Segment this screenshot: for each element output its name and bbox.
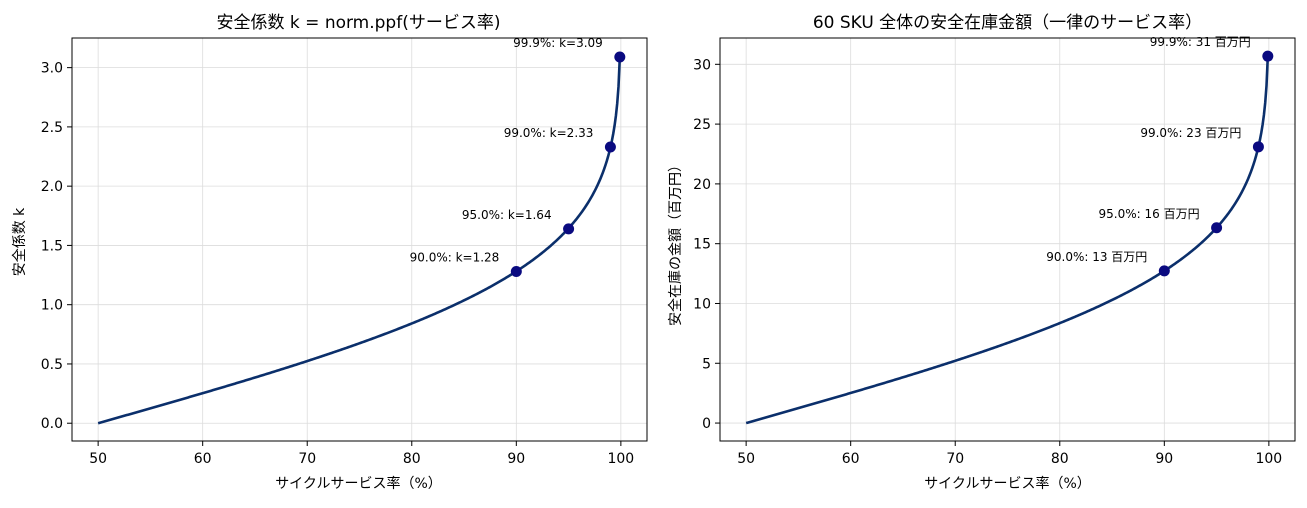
- x-tick-label: 100: [1255, 451, 1282, 467]
- data-point-label: 95.0%: 16 百万円: [1099, 207, 1200, 221]
- right-plot-area: 50 60 70 80 90 100 0 5 10 15 20 25 30 90.0%: 13 百万円 95…: [693, 35, 1296, 467]
- x-tick-label: 100: [607, 451, 634, 467]
- x-tick-label: 60: [842, 451, 860, 467]
- y-tick-label: 1.5: [41, 238, 63, 254]
- data-point-marker: [1262, 50, 1274, 62]
- x-tick-label: 60: [194, 451, 212, 467]
- data-point-marker: [1158, 265, 1170, 277]
- x-tick-label: 70: [298, 451, 316, 467]
- data-point-marker: [1211, 222, 1223, 234]
- left-plot-area: 50 60 70 80 90 100 0.0 0.5 1.0 1.5 2.0 2.5 3.0 90.0%:…: [41, 36, 648, 467]
- x-tick-label: 80: [1051, 451, 1069, 467]
- data-point-label: 99.0%: k=2.33: [504, 126, 594, 140]
- y-tick-label: 0.5: [41, 357, 63, 373]
- data-point-label: 90.0%: 13 百万円: [1046, 250, 1147, 264]
- data-point-label: 99.9%: 31 百万円: [1150, 35, 1251, 49]
- y-tick-label: 1.0: [41, 298, 63, 314]
- left-x-axis-label: サイクルサービス率（%）: [275, 475, 442, 492]
- y-tick-label: 25: [693, 117, 711, 133]
- x-tick-label: 70: [946, 451, 964, 467]
- data-point-label: 90.0%: k=1.28: [410, 251, 500, 265]
- y-tick-label: 0.0: [41, 416, 63, 432]
- y-tick-label: 30: [693, 57, 711, 73]
- x-tick-label: 50: [89, 451, 107, 467]
- y-tick-label: 3.0: [41, 61, 63, 77]
- series-line: [745, 56, 1270, 425]
- y-tick-label: 5: [702, 356, 711, 372]
- x-tick-label: 50: [737, 451, 755, 467]
- left-chart-title: 安全係数 k = norm.ppf(サービス率): [217, 13, 501, 33]
- y-tick-label: 0: [702, 416, 711, 432]
- y-tick-label: 15: [693, 237, 711, 253]
- plot-frame: [719, 37, 1296, 442]
- y-tick-label: 2.5: [41, 120, 63, 136]
- data-point-label: 99.9%: k=3.09: [513, 36, 603, 50]
- y-tick-label: 10: [693, 296, 711, 312]
- x-tick-label: 90: [507, 451, 525, 467]
- data-point-label: 99.0%: 23 百万円: [1140, 126, 1241, 140]
- plot-frame: [71, 37, 648, 442]
- y-tick-label: 2.0: [41, 179, 63, 195]
- x-tick-label: 80: [403, 451, 421, 467]
- y-tick-label: 20: [693, 177, 711, 193]
- right-chart-title: 60 SKU 全体の安全在庫金額（一律のサービス率）: [813, 13, 1202, 33]
- series-line: [97, 56, 622, 425]
- x-tick-label: 90: [1155, 451, 1173, 467]
- right-y-axis-label: 安全在庫の金額（百万円）: [667, 158, 684, 326]
- data-point-label: 95.0%: k=1.64: [462, 208, 552, 222]
- right-x-axis-label: サイクルサービス率（%）: [924, 475, 1091, 492]
- left-y-axis-label: 安全係数 k: [11, 207, 28, 276]
- data-point-marker: [563, 223, 575, 235]
- chart-panel-right: 60 SKU 全体の安全在庫金額（一律のサービス率） サイクルサービス率（%） …: [667, 13, 1296, 492]
- data-point-marker: [604, 141, 616, 153]
- chart-panel-left: 安全係数 k = norm.ppf(サービス率) サイクルサービス率（%） 安全…: [11, 13, 648, 492]
- data-point-marker: [614, 51, 626, 63]
- data-point-marker: [1252, 141, 1264, 153]
- data-point-marker: [510, 266, 522, 278]
